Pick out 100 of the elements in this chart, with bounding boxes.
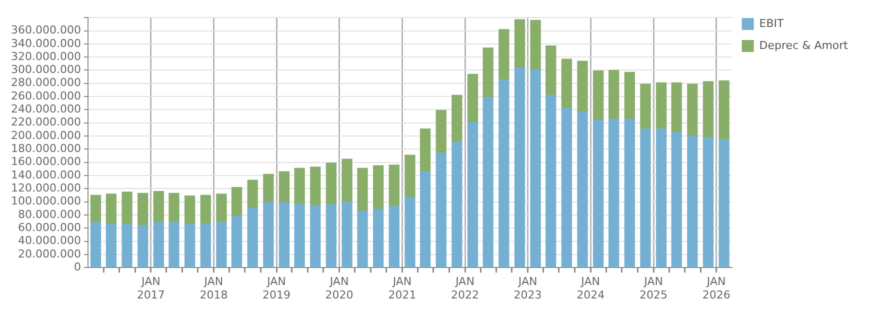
bar	[216, 194, 227, 223]
bar	[498, 79, 510, 268]
bar	[138, 225, 148, 268]
bar	[530, 69, 541, 268]
bar	[624, 118, 635, 268]
bar	[138, 192, 148, 226]
bar	[593, 70, 604, 121]
y-tick-label: 20.000.000	[18, 247, 81, 260]
bar	[90, 222, 102, 268]
bar	[514, 19, 526, 68]
bar	[122, 224, 132, 268]
bar	[577, 60, 588, 112]
bar	[656, 82, 667, 130]
bar	[514, 67, 526, 268]
x-tick-label: JAN 2023	[514, 275, 542, 302]
bar	[546, 46, 556, 96]
bar	[608, 70, 620, 120]
y-tick-label: 340.000.000	[10, 36, 81, 50]
bar	[546, 94, 556, 268]
bar	[436, 110, 446, 154]
y-tick-label: 240.000.000	[10, 102, 81, 116]
bar	[640, 128, 651, 268]
bar	[106, 224, 117, 268]
bar	[357, 168, 368, 212]
bar	[122, 192, 132, 225]
legend-label: Deprec & Amort	[759, 38, 849, 52]
y-tick-label: 260.000.000	[10, 89, 81, 102]
bar	[326, 162, 337, 205]
bar	[593, 120, 604, 268]
bar	[357, 210, 368, 268]
x-tick-label: JAN 2024	[576, 275, 605, 302]
x-tick-label: JAN 2022	[451, 275, 480, 302]
bar	[231, 216, 242, 268]
bar	[342, 158, 352, 202]
bar	[278, 202, 290, 268]
y-tick-label: 0	[74, 260, 81, 274]
bar	[718, 80, 730, 140]
bar	[452, 142, 462, 268]
x-tick-label: JAN 2026	[702, 275, 730, 302]
bar	[702, 81, 714, 138]
bar	[452, 94, 462, 142]
bar	[718, 138, 730, 268]
bar	[278, 171, 290, 203]
bar	[247, 208, 258, 268]
bar	[467, 122, 478, 268]
bar	[404, 154, 416, 198]
bar	[90, 194, 102, 223]
bar	[608, 118, 620, 268]
y-tick-label: 120.000.000	[10, 182, 81, 195]
bar	[388, 164, 400, 207]
bar	[687, 136, 698, 268]
y-tick-label: 280.000.000	[10, 76, 81, 90]
bar	[656, 128, 667, 268]
bar	[624, 72, 635, 120]
bar	[498, 29, 510, 80]
bar	[388, 206, 400, 268]
bar	[326, 204, 337, 268]
y-tick-label: 80.000.000	[18, 208, 81, 221]
bar	[231, 187, 242, 217]
bar	[342, 201, 352, 268]
bar	[482, 96, 494, 268]
bar	[294, 168, 305, 204]
bar	[200, 223, 211, 268]
bar	[373, 208, 384, 268]
bar	[671, 132, 682, 268]
bar	[216, 222, 227, 268]
bar	[247, 180, 258, 209]
y-tick-label: 320.000.000	[10, 50, 81, 63]
y-tick-label: 220.000.000	[10, 116, 81, 129]
bar	[420, 171, 431, 268]
bar	[310, 166, 321, 206]
bar	[294, 203, 305, 268]
x-tick-label: JAN 2017	[136, 275, 165, 302]
bar	[373, 165, 384, 210]
bar	[310, 205, 321, 268]
bar	[184, 196, 196, 225]
x-tick-label: JAN 2018	[200, 275, 228, 302]
bar	[530, 20, 541, 70]
x-tick-label: JAN 2021	[388, 275, 416, 302]
bar	[153, 222, 164, 268]
bar	[184, 224, 196, 268]
bar	[263, 174, 274, 203]
y-tick-label: 40.000.000	[18, 234, 81, 248]
legend-label: EBIT	[759, 16, 784, 30]
bar	[467, 74, 478, 123]
y-tick-label: 140.000.000	[10, 168, 81, 182]
bar	[671, 82, 682, 132]
bar	[168, 192, 180, 223]
bar	[200, 194, 211, 224]
x-tick-label: JAN 2020	[325, 275, 354, 302]
y-tick-label: 300.000.000	[10, 63, 81, 76]
y-tick-label: 180.000.000	[10, 142, 81, 156]
x-tick-label: JAN 2025	[640, 275, 668, 302]
bar	[702, 137, 714, 268]
y-tick-label: 360.000.000	[10, 24, 81, 37]
bar	[263, 202, 274, 268]
bar	[561, 58, 572, 109]
x-tick-label: JAN 2019	[262, 275, 290, 302]
bar	[106, 194, 117, 225]
bar	[420, 128, 431, 172]
